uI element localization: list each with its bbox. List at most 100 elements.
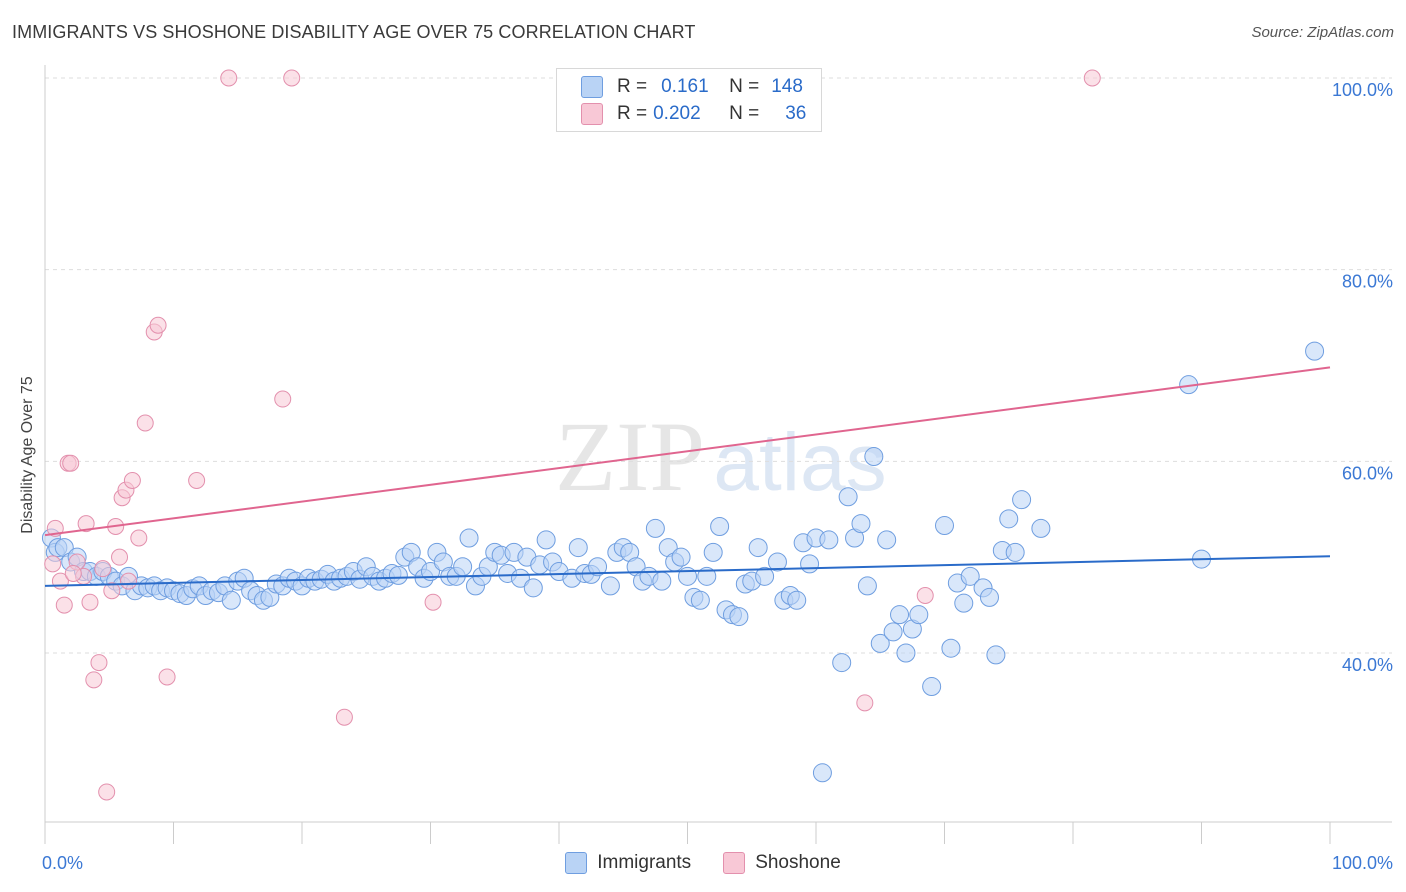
shoshone-point (136, 414, 154, 432)
immigrants-point (536, 530, 556, 550)
immigrants-point (767, 552, 787, 572)
y-tick-label: 80.0% (1342, 272, 1393, 292)
immigrants-point (600, 576, 620, 596)
immigrants-point (954, 593, 974, 613)
immigrants-point (671, 547, 691, 567)
immigrants-legend-label: Immigrants (597, 852, 692, 873)
immigrants-point (800, 554, 820, 574)
shoshone-point (130, 529, 148, 547)
immigrants-point (588, 557, 608, 577)
immigrants-point (523, 578, 543, 598)
r-label: R = (617, 76, 648, 97)
immigrants-point (941, 638, 961, 658)
immigrants-point (838, 487, 858, 507)
immigrants-point (1305, 341, 1325, 361)
shoshone-point (64, 564, 82, 582)
n-label: N = (729, 103, 760, 124)
x-tick-label: 100.0% (1332, 853, 1393, 873)
shoshone-r-value: 0.202 (653, 103, 701, 124)
immigrants-point (710, 517, 730, 536)
y-tick-label: 100.0% (1332, 80, 1393, 100)
immigrants-point (986, 645, 1006, 665)
shoshone-point (220, 69, 238, 87)
legend-item-immigrants[interactable]: Immigrants (565, 852, 691, 874)
shoshone-n-value: 36 (785, 103, 807, 124)
zipatlas-watermark: ZIP atlas (555, 401, 887, 512)
immigrants-point (819, 530, 839, 550)
immigrants-point (1005, 542, 1025, 562)
immigrants-point (1012, 490, 1032, 510)
immigrants-point (388, 565, 408, 585)
shoshone-point (916, 587, 934, 604)
immigrants-point (697, 566, 717, 586)
shoshone-point (55, 596, 73, 614)
immigrants-n-value: 148 (771, 76, 803, 97)
immigrants-point (909, 605, 929, 625)
immigrants-legend-swatch (565, 852, 588, 874)
watermark-zip: ZIP (555, 401, 705, 512)
shoshone-point (103, 582, 121, 600)
watermark-atlas: atlas (713, 417, 886, 508)
immigrants-point (864, 447, 884, 467)
immigrants-swatch (581, 76, 603, 98)
immigrants-point (729, 607, 749, 627)
immigrants-point (690, 590, 710, 610)
shoshone-point (149, 316, 167, 334)
shoshone-point (123, 472, 141, 489)
y-tick-label: 40.0% (1342, 655, 1393, 675)
legend-row-shoshone: R = 0.202 N = 36 (581, 101, 806, 127)
immigrants-r-value: 0.161 (661, 76, 709, 97)
immigrants-point (960, 566, 980, 586)
shoshone-point (1083, 69, 1101, 87)
shoshone-point (94, 560, 112, 578)
immigrants-point (221, 590, 241, 610)
immigrants-point (935, 516, 954, 536)
shoshone-point (111, 548, 129, 566)
immigrants-point (883, 622, 903, 642)
shoshone-point (335, 708, 353, 726)
immigrants-point (510, 568, 530, 588)
shoshone-point (77, 515, 95, 533)
immigrants-point (1031, 518, 1051, 538)
x-tick-label: 0.0% (42, 853, 83, 873)
immigrants-point (832, 653, 852, 673)
shoshone-point (120, 572, 138, 590)
immigrants-point (748, 538, 768, 558)
immigrants-point (979, 587, 999, 607)
legend-item-shoshone[interactable]: Shoshone (723, 852, 841, 874)
n-label: N = (729, 76, 760, 97)
immigrants-point (896, 643, 916, 663)
shoshone-swatch (581, 103, 603, 125)
shoshone-point (424, 593, 442, 611)
shoshone-point (44, 555, 62, 573)
immigrants-point (652, 571, 672, 591)
immigrants-trend-line (44, 555, 1331, 587)
immigrants-point (999, 509, 1019, 529)
shoshone-point (158, 668, 176, 686)
shoshone-point (188, 472, 206, 489)
shoshone-point (85, 671, 103, 689)
immigrants-point (568, 538, 588, 558)
source-label: Source: ZipAtlas.com (1251, 24, 1394, 41)
immigrants-point (755, 566, 775, 586)
immigrants-point (453, 557, 473, 577)
shoshone-point (98, 783, 116, 801)
shoshone-trend-line (44, 366, 1331, 537)
immigrants-point (645, 518, 665, 538)
immigrants-point (812, 763, 832, 783)
shoshone-point (62, 454, 80, 472)
shoshone-legend-swatch (723, 852, 746, 874)
y-tick-label: 60.0% (1342, 463, 1393, 483)
immigrants-point (459, 528, 479, 548)
r-label: R = (617, 103, 648, 124)
correlation-legend: R = 0.161 N = 148 R = 0.202 N = 36 (556, 68, 822, 132)
shoshone-point (856, 694, 874, 712)
immigrants-point (703, 542, 723, 562)
series-legend: Immigrants Shoshone (0, 852, 1406, 874)
shoshone-point (81, 593, 99, 611)
immigrants-point (851, 514, 871, 534)
chart-title: IMMIGRANTS VS SHOSHONE DISABILITY AGE OV… (12, 22, 696, 42)
legend-row-immigrants: R = 0.161 N = 148 (581, 74, 803, 100)
shoshone-point (274, 390, 292, 408)
